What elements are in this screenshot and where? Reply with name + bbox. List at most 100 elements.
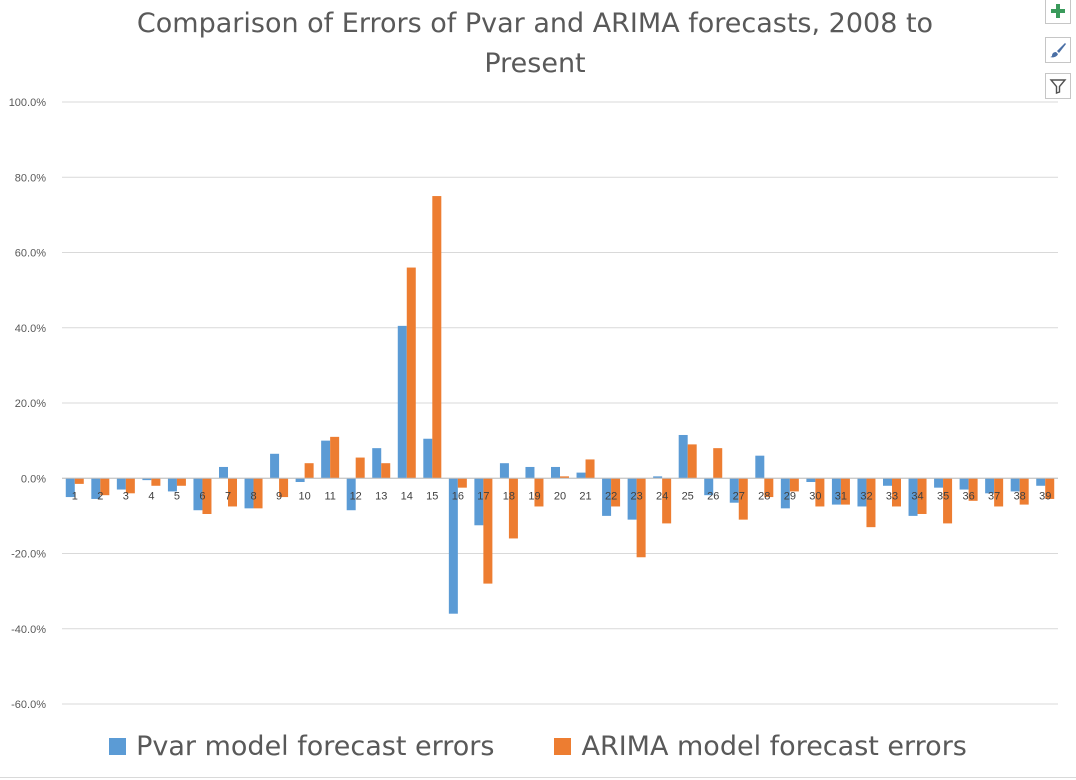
bar-arima-21[interactable] [585,459,595,479]
bar-arima-19[interactable] [534,478,544,507]
bar-pvar-1[interactable] [65,478,75,498]
bar-arima-29[interactable] [789,478,799,492]
bar-arima-8[interactable] [253,478,263,509]
bar-arima-36[interactable] [968,478,978,501]
bar-pvar-21[interactable] [576,472,586,479]
x-tick-label: 26 [707,490,719,502]
bar-arima-9[interactable] [279,478,289,498]
bar-pvar-20[interactable] [551,466,560,479]
bar-pvar-9[interactable] [270,453,280,479]
bar-arima-38[interactable] [1019,478,1029,505]
bar-pvar-38[interactable] [1010,478,1020,492]
legend-swatch-pvar [109,737,127,755]
x-tick-label: 8 [250,490,256,502]
bar-pvar-11[interactable] [321,440,331,479]
bar-pvar-29[interactable] [780,478,790,509]
bottom-border [0,777,1076,778]
paintbrush-icon [1050,43,1066,58]
bar-arima-39[interactable] [1045,478,1055,499]
bar-pvar-5[interactable] [167,478,177,492]
bar-pvar-16[interactable] [448,478,458,614]
bar-arima-2[interactable] [100,478,110,496]
bar-pvar-10[interactable] [295,478,305,483]
bar-arima-26[interactable] [713,448,723,479]
legend-item-arima[interactable]: ARIMA model forecast errors [554,731,967,762]
bar-arima-24[interactable] [662,478,672,524]
bar-arima-1[interactable] [74,478,84,484]
bar-pvar-25[interactable] [678,434,688,479]
bar-pvar-28[interactable] [755,455,765,479]
bar-pvar-35[interactable] [934,478,944,488]
bar-pvar-3[interactable] [116,478,126,490]
bar-arima-27[interactable] [738,478,748,520]
bar-arima-5[interactable] [176,478,186,486]
bar-pvar-26[interactable] [704,478,714,496]
bar-arima-11[interactable] [330,436,340,479]
bar-pvar-19[interactable] [525,466,535,479]
x-tick-label: 38 [1014,490,1026,502]
chart-filters-button[interactable] [1045,73,1071,99]
bar-arima-13[interactable] [381,463,391,479]
bar-arima-32[interactable] [866,478,876,528]
bar-pvar-39[interactable] [1036,478,1046,486]
bar-pvar-2[interactable] [91,478,101,499]
bar-pvar-32[interactable] [857,478,867,507]
bar-arima-6[interactable] [202,478,212,514]
bar-pvar-22[interactable] [602,478,612,516]
bar-pvar-37[interactable] [985,478,995,494]
bar-arima-3[interactable] [125,478,135,494]
bar-arima-10[interactable] [304,463,314,479]
bar-arima-31[interactable] [840,478,850,505]
bar-pvar-8[interactable] [244,478,254,509]
bar-pvar-31[interactable] [831,478,841,505]
y-tick-label: 60.0% [15,248,46,260]
bar-arima-17[interactable] [483,478,493,584]
chart-elements-button[interactable] [1045,0,1071,24]
bar-pvar-34[interactable] [908,478,918,516]
bar-arima-33[interactable] [892,478,901,507]
bar-pvar-36[interactable] [959,478,969,490]
bar-pvar-17[interactable] [474,478,484,526]
bar-pvar-30[interactable] [806,478,816,483]
bar-arima-30[interactable] [815,478,825,507]
bar-arima-20[interactable] [560,476,569,479]
bar-arima-25[interactable] [687,444,697,479]
bar-arima-4[interactable] [151,478,161,486]
bar-pvar-12[interactable] [346,478,356,511]
bar-arima-12[interactable] [355,457,365,479]
bar-arima-22[interactable] [611,478,621,507]
x-tick-label: 7 [225,490,231,502]
x-axis-ticks: 1 2 3 4 5 6 7 8 9 10 11 12 13 14 15 16 17 18 19 20 21 22 23 24 2… [72,490,1052,502]
bar-pvar-33[interactable] [883,478,892,486]
bar-pvar-24[interactable] [653,476,663,479]
bar-arima-14[interactable] [406,267,416,479]
bar-arima-34[interactable] [917,478,927,514]
bar-pvar-23[interactable] [627,478,637,520]
legend-item-pvar[interactable]: Pvar model forecast errors [109,731,494,762]
bar-pvar-15[interactable] [423,438,433,479]
bar-pvar-13[interactable] [372,448,382,479]
bar-arima-7[interactable] [228,478,237,507]
bar-arima-18[interactable] [508,478,518,539]
bars [65,196,1055,614]
bar-arima-15[interactable] [432,196,442,479]
x-tick-label: 1 [72,490,78,502]
x-tick-label: 31 [835,490,847,502]
x-tick-label: 34 [911,490,923,502]
bar-arima-23[interactable] [636,478,646,558]
chart-styles-button[interactable] [1045,37,1071,63]
x-tick-label: 24 [656,490,668,502]
bar-pvar-14[interactable] [397,325,407,479]
x-tick-label: 28 [758,490,770,502]
bar-arima-16[interactable] [457,478,467,488]
bar-arima-35[interactable] [943,478,953,524]
bar-arima-28[interactable] [764,478,774,498]
bar-pvar-18[interactable] [499,463,509,479]
bar-pvar-4[interactable] [142,478,152,481]
bar-pvar-6[interactable] [193,478,203,511]
bar-arima-37[interactable] [994,478,1004,507]
bar-pvar-27[interactable] [729,478,739,503]
y-tick-label: 80.0% [15,172,46,184]
bar-pvar-7[interactable] [219,466,228,479]
